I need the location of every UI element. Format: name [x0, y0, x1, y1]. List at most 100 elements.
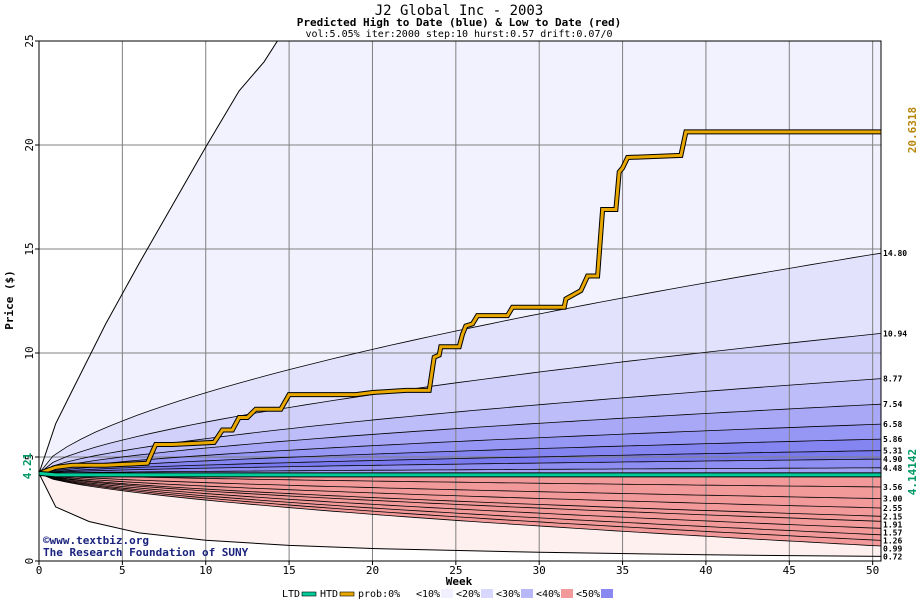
band-line-low: [38, 473, 882, 547]
watermark-line-2: The Research Foundation of SUNY: [43, 546, 249, 559]
level-label: 5.86: [883, 435, 902, 444]
band-line-low: [38, 473, 882, 509]
x-tick-label: 0: [36, 564, 43, 577]
x-axis-ticks: 0 5 10 15 20 25 30 35 40 45 50: [36, 561, 879, 577]
level-label: 6.58: [883, 420, 902, 429]
plot-frame: [38, 40, 882, 562]
band-line-high: [38, 438, 882, 474]
band-upper: [39, 253, 881, 474]
band-upper: [39, 424, 881, 474]
legend-label: <10%: [416, 589, 440, 600]
band-line-low: [38, 473, 882, 517]
band-line-high: [38, 252, 882, 474]
envelope-lower: [38, 473, 882, 557]
band-upper: [39, 459, 881, 474]
chart-title: J2 Global Inc - 2003: [375, 3, 544, 19]
band-line-high: [38, 333, 882, 474]
legend-swatch: [441, 589, 453, 598]
level-label: 2.55: [883, 504, 902, 513]
envelope-upper: [38, 40, 278, 474]
band-upper: [39, 378, 881, 474]
start-price-label: 4.21: [21, 452, 34, 479]
x-tick-label: 20: [366, 564, 379, 577]
y-tick-label: 15: [23, 242, 36, 255]
legend-label: <30%: [496, 589, 520, 600]
x-tick-label: 5: [119, 564, 126, 577]
legend-label: <50%: [576, 589, 600, 600]
x-tick-label: 40: [699, 564, 712, 577]
level-label: 14.80: [883, 249, 907, 258]
band-upper: [39, 450, 881, 474]
level-label: 5.31: [883, 447, 902, 456]
legend-swatch: [601, 589, 613, 598]
level-labels: 14.80 10.94 8.77 7.54 6.58 5.86 5.314.904.48 3.…: [883, 249, 907, 561]
level-label: 10.94: [883, 329, 907, 338]
band-line-low: [38, 473, 882, 499]
level-label: 4.48: [883, 464, 902, 473]
level-label: 0.99: [883, 544, 902, 553]
x-tick-label: 25: [449, 564, 462, 577]
end-label-low-to-date: 4.14142: [906, 449, 919, 495]
level-label: 2.15: [883, 512, 902, 521]
chart-params: vol:5.05% iter:2000 step:10 hurst:0.57 d…: [305, 29, 612, 40]
band-upper: [39, 404, 881, 474]
y-tick-label: 0: [23, 558, 36, 565]
x-tick-label: 30: [533, 564, 546, 577]
legend-swatch: [339, 591, 355, 597]
y-tick-label: 5: [23, 454, 36, 461]
x-tick-label: 35: [616, 564, 629, 577]
end-label-high-to-date: 20.6318: [906, 107, 919, 153]
band-upper: [39, 467, 881, 474]
band-line-high: [38, 403, 882, 474]
legend-label: HTD: [320, 589, 338, 600]
legend-swatch: [521, 589, 533, 598]
x-tick-label: 10: [199, 564, 212, 577]
x-tick-label: 45: [783, 564, 796, 577]
x-tick-label: 15: [282, 564, 295, 577]
legend-label: prob:0%: [358, 589, 400, 600]
band-line-low: [38, 473, 882, 522]
level-label: 1.57: [883, 528, 902, 537]
y-axis-ticks: 0 5 10 15 20 25: [23, 34, 39, 564]
series-htd: [38, 130, 881, 475]
band-upper: [39, 333, 881, 474]
level-label: 4.90: [883, 455, 902, 464]
level-label: 1.91: [883, 520, 902, 529]
level-label: 3.00: [883, 495, 902, 504]
x-tick-label: 50: [866, 564, 879, 577]
x-axis-label: Week: [446, 575, 473, 588]
band-line-low: [38, 473, 882, 541]
band-line-low: [38, 473, 882, 529]
legend-swatch: [401, 589, 413, 598]
legend-swatch: [301, 591, 317, 597]
legend-label: LTD: [282, 589, 300, 600]
y-tick-label: 10: [23, 346, 36, 359]
band-line-low: [38, 473, 882, 488]
series-ltd: [38, 471, 881, 477]
band-line-low: [38, 473, 882, 536]
legend: LTD HTD prob:0% <10% <20% <30% <40% <50%: [282, 589, 613, 600]
y-tick-label: 20: [23, 138, 36, 151]
series: [38, 129, 881, 478]
level-label: 0.72: [883, 552, 902, 561]
y-tick-label: 25: [23, 34, 36, 47]
level-label: 8.77: [883, 375, 902, 384]
level-label: 1.26: [883, 536, 902, 545]
band-line-high: [38, 450, 882, 474]
band-boundary-lines: [38, 252, 882, 547]
legend-swatch: [561, 589, 573, 598]
legend-label: <20%: [456, 589, 480, 600]
band-line-high: [38, 458, 882, 474]
outer-envelopes: [38, 40, 882, 557]
watermark-line-1: ©www.textbiz.org: [43, 534, 149, 547]
band-upper: [39, 439, 881, 474]
chart-subtitle: Predicted High to Date (blue) & Low to D…: [297, 16, 622, 29]
probability-bands: [39, 41, 881, 561]
level-label: 7.54: [883, 400, 902, 409]
y-axis-label: Price ($): [3, 270, 16, 330]
band-line-high: [38, 423, 882, 474]
legend-label: <40%: [536, 589, 560, 600]
band-line-high: [38, 467, 882, 474]
legend-swatch: [481, 589, 493, 598]
